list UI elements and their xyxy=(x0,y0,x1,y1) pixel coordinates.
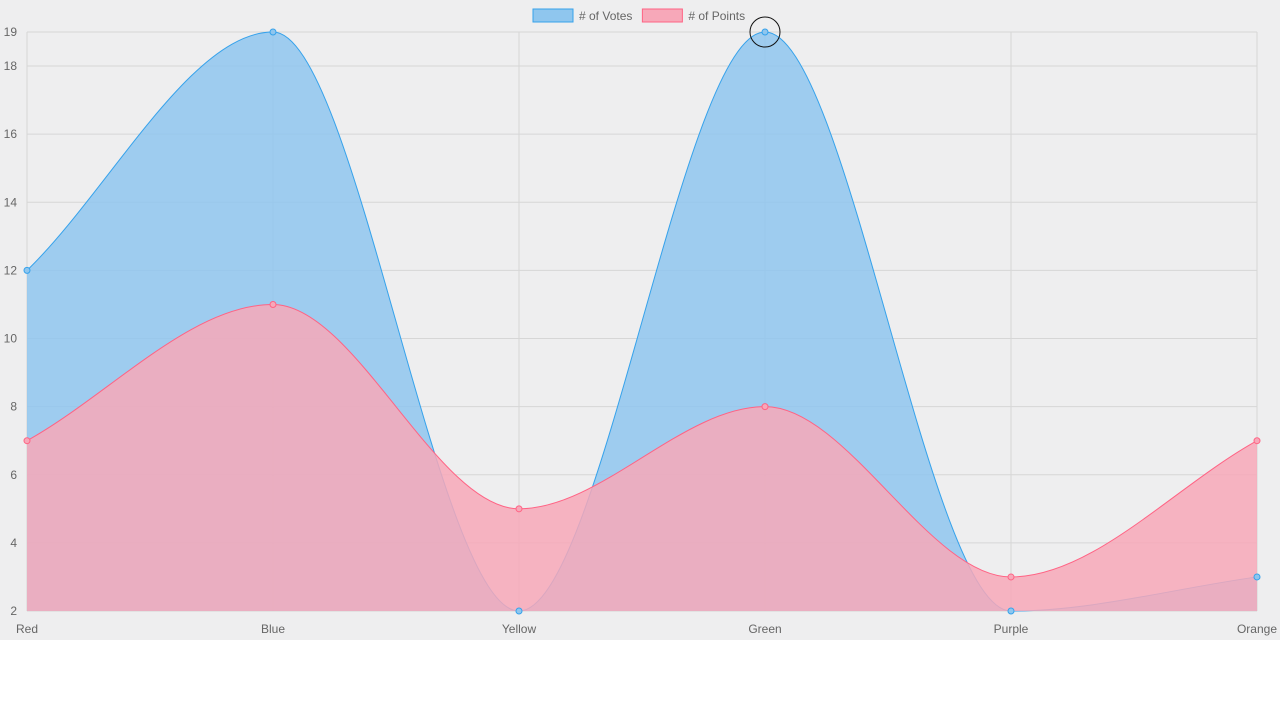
data-point[interactable] xyxy=(515,607,523,615)
points-layer xyxy=(23,28,1261,615)
legend-swatch xyxy=(641,8,683,23)
y-tick-label: 2 xyxy=(10,604,17,618)
data-point[interactable] xyxy=(1007,573,1015,581)
data-point[interactable] xyxy=(761,28,769,36)
y-tick-label: 6 xyxy=(10,468,17,482)
y-tick-label: 12 xyxy=(4,263,18,277)
y-tick-label: 4 xyxy=(10,536,17,550)
legend-label: # of Points xyxy=(688,9,745,23)
x-tick-label: Blue xyxy=(261,622,285,636)
data-point[interactable] xyxy=(1253,573,1261,581)
y-tick-label: 19 xyxy=(4,25,18,39)
cursor-indicator xyxy=(749,16,781,48)
series-line-1 xyxy=(26,303,1258,578)
data-point[interactable] xyxy=(1007,607,1015,615)
y-tick-label: 18 xyxy=(4,59,18,73)
y-tick-label: 8 xyxy=(10,400,17,414)
data-point[interactable] xyxy=(1253,437,1261,445)
x-axis-ticks: Red Blue Yellow Green Purple Orange xyxy=(16,622,1277,636)
legend-item-1[interactable]: # of Points xyxy=(641,8,745,23)
y-tick-label: 14 xyxy=(4,195,18,209)
x-tick-label: Green xyxy=(748,622,781,636)
x-tick-label: Purple xyxy=(994,622,1029,636)
area-chart: 2 4 6 8 10 12 14 16 18 19 Red Blue Yellow Green Purpl… xyxy=(4,8,1277,636)
data-point[interactable] xyxy=(269,300,277,308)
x-tick-label: Red xyxy=(16,622,38,636)
y-axis-ticks: 2 4 6 8 10 12 14 16 18 19 xyxy=(4,25,18,618)
y-tick-label: 16 xyxy=(4,127,18,141)
data-point[interactable] xyxy=(23,266,31,274)
x-tick-label: Yellow xyxy=(502,622,537,636)
y-tick-label: 10 xyxy=(4,332,18,346)
data-point[interactable] xyxy=(23,437,31,445)
series-layer xyxy=(26,31,1258,612)
x-tick-label: Orange xyxy=(1237,622,1277,636)
legend: # of Votes # of Points xyxy=(532,8,745,23)
data-point[interactable] xyxy=(269,28,277,36)
legend-label: # of Votes xyxy=(579,9,632,23)
data-point[interactable] xyxy=(515,505,523,513)
chart-area: 2 4 6 8 10 12 14 16 18 19 Red Blue Yellow Green Purpl… xyxy=(0,0,1280,640)
legend-item-0[interactable]: # of Votes xyxy=(532,8,632,23)
data-point[interactable] xyxy=(761,403,769,411)
legend-swatch xyxy=(532,8,574,23)
